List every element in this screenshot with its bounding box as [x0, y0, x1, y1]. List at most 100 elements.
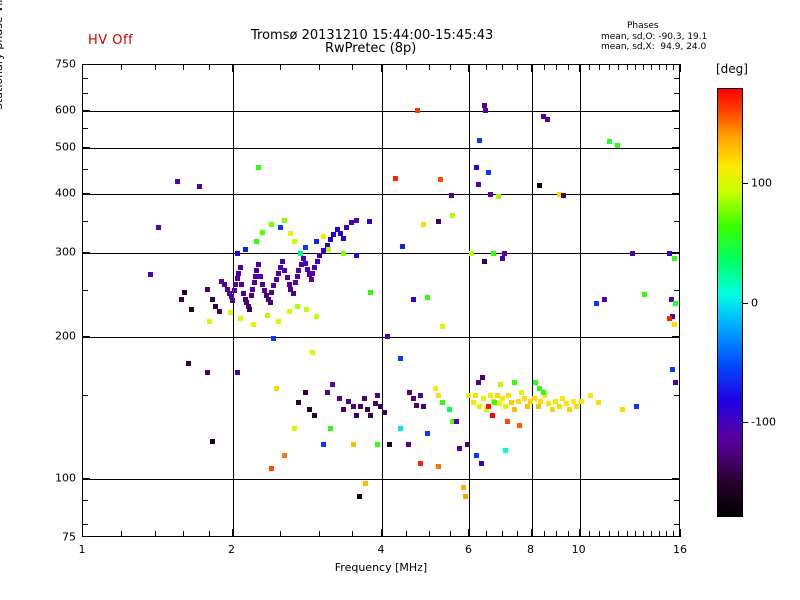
data-point	[425, 294, 431, 300]
data-point	[230, 298, 235, 304]
data-point	[254, 238, 260, 244]
data-point	[175, 179, 181, 185]
data-point	[232, 288, 238, 294]
data-point	[587, 393, 593, 399]
data-point	[448, 192, 454, 198]
data-point	[535, 404, 541, 410]
data-point	[291, 238, 297, 244]
y-axis-tick	[82, 147, 90, 149]
data-point	[601, 296, 607, 302]
data-point	[387, 442, 393, 448]
x-axis-tick	[501, 531, 503, 537]
y-axis-tick	[672, 64, 680, 65]
data-point	[516, 422, 522, 428]
data-point	[288, 231, 294, 237]
data-point	[350, 404, 356, 410]
x-axis-tick	[183, 64, 185, 70]
data-point	[522, 395, 528, 401]
data-point	[228, 294, 234, 299]
data-point	[633, 404, 639, 410]
y-axis-tick-label: 750	[55, 57, 76, 71]
x-axis-label: Frequency [MHz]	[334, 561, 428, 574]
data-point	[362, 480, 368, 486]
data-point	[263, 293, 269, 299]
data-point	[252, 273, 258, 279]
x-axis-tick	[208, 64, 210, 70]
data-point	[556, 404, 562, 410]
x-axis-tick-label: 8	[527, 543, 534, 556]
x-axis-tick	[530, 64, 532, 72]
data-point	[368, 289, 374, 295]
data-point	[607, 138, 613, 144]
x-axis-tick	[666, 64, 668, 70]
data-point	[267, 300, 273, 306]
hv-status-label: HV Off	[88, 33, 134, 48]
data-point	[487, 191, 493, 197]
data-point	[410, 395, 416, 401]
data-point	[527, 398, 533, 404]
data-point	[549, 407, 555, 413]
data-point	[485, 169, 491, 175]
data-point	[296, 400, 302, 406]
data-point	[475, 181, 481, 187]
data-point	[367, 219, 373, 225]
data-point	[573, 404, 579, 410]
data-point	[197, 184, 203, 190]
data-point	[414, 402, 420, 408]
x-axis-tick	[516, 531, 518, 537]
data-point	[410, 296, 416, 302]
data-point	[490, 413, 496, 419]
x-axis-tick	[449, 531, 451, 537]
data-point	[488, 393, 494, 399]
data-point	[317, 253, 323, 259]
x-axis-tick-label: 1	[78, 543, 86, 556]
data-point	[417, 460, 423, 466]
y-axis-tick	[82, 335, 90, 337]
data-point	[239, 281, 245, 287]
x-axis-tick	[666, 531, 668, 537]
data-point	[481, 103, 487, 109]
data-point	[282, 267, 288, 273]
data-point	[415, 108, 421, 114]
data-point	[302, 245, 308, 251]
data-point	[278, 264, 284, 270]
x-axis-tick	[608, 531, 610, 537]
x-axis-tick	[381, 529, 382, 537]
x-axis-tick	[599, 64, 601, 70]
data-point	[273, 276, 279, 282]
y-axis-tick	[82, 499, 88, 501]
data-point	[497, 401, 503, 407]
data-point	[327, 237, 333, 243]
data-point	[480, 374, 486, 380]
data-point	[269, 466, 275, 472]
data-point	[336, 395, 342, 401]
data-point	[667, 250, 673, 256]
colorbar-tick-label: 0	[751, 296, 758, 309]
x-axis-tick	[429, 531, 431, 537]
page-subtitle: RwPretec (8p)	[325, 41, 417, 56]
data-point	[218, 278, 224, 284]
x-axis-tick	[680, 529, 681, 537]
data-point	[304, 267, 310, 273]
y-axis-tick	[82, 64, 90, 65]
y-axis-tick-label: 200	[55, 329, 76, 343]
data-point	[421, 222, 427, 227]
data-point	[294, 303, 300, 309]
phases-o-stats: mean, sd,O: -90.3, 19.1	[601, 32, 708, 42]
data-point	[450, 213, 456, 219]
x-axis-tick	[449, 64, 451, 70]
data-point	[512, 407, 518, 413]
x-axis-tick	[154, 531, 156, 537]
x-axis-tick	[673, 64, 675, 70]
x-axis-tick	[516, 64, 518, 70]
data-point	[213, 303, 219, 309]
gridline-vertical	[382, 65, 383, 536]
data-point	[475, 379, 481, 385]
data-point	[243, 300, 249, 306]
y-axis-tick	[672, 193, 680, 195]
y-axis-tick	[82, 168, 88, 170]
x-axis-tick	[651, 64, 653, 70]
data-point	[148, 272, 154, 278]
x-axis-tick-label: 2	[228, 543, 235, 556]
